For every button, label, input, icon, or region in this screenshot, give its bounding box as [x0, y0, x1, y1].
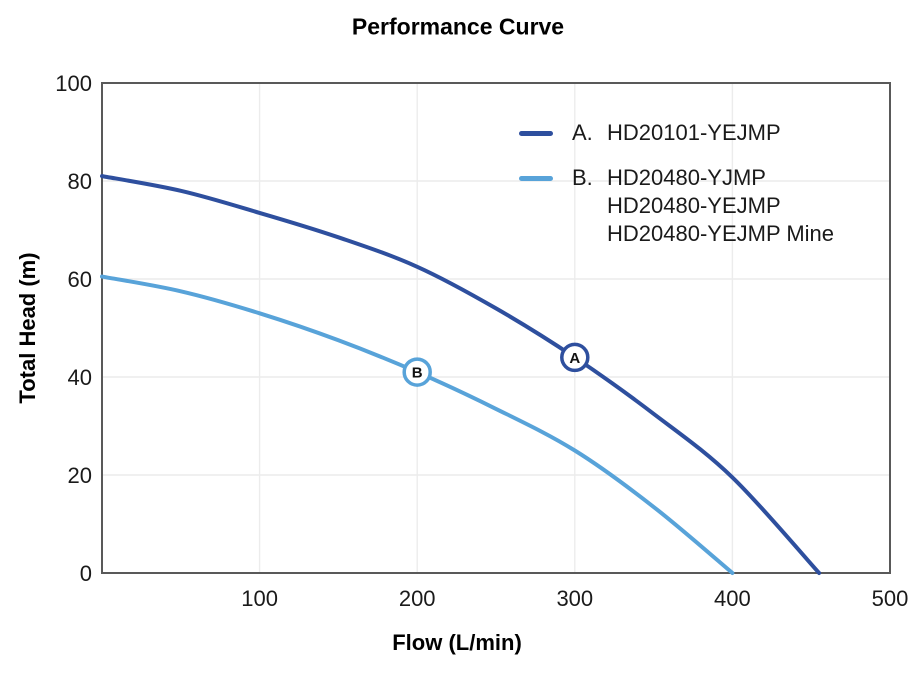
y-tick-label: 20: [68, 463, 92, 488]
marker-a-circle: [560, 342, 590, 373]
x-axis-title: Flow (L/min): [392, 630, 522, 655]
y-tick-label: 100: [55, 71, 92, 96]
legend-swatch-a-line: [519, 131, 553, 136]
x-tick-label: 300: [556, 586, 593, 611]
x-tick-label: 400: [714, 586, 751, 611]
legend-key-b: B.: [572, 165, 593, 190]
y-tick-label: 60: [68, 267, 92, 292]
legend: A. HD20101-YEJMP B. HD20480-YJMP HD20480…: [519, 119, 834, 248]
axes-border: [101, 82, 891, 574]
curve-a: [100, 174, 822, 575]
legend-key-a: A.: [572, 120, 593, 145]
legend-label: HD20101-YEJMP: [607, 120, 781, 145]
marker-b-circle: [402, 357, 432, 387]
legend-label: HD20480-YJMP: [607, 165, 766, 190]
legend-label: HD20480-YEJMP: [607, 193, 781, 218]
y-tick-label: 80: [68, 169, 92, 194]
legend-swatch-b-line: [519, 176, 553, 181]
x-tick-label: 100: [241, 586, 278, 611]
y-tick-label: 40: [68, 365, 92, 390]
x-tick-label: 500: [872, 586, 909, 611]
marker-a-letter: A: [569, 350, 580, 367]
legend-labels-b: HD20480-YJMP HD20480-YEJMP HD20480-YEJMP…: [607, 164, 834, 248]
legend-labels-a: HD20101-YEJMP: [607, 119, 781, 147]
marker-b-letter: B: [412, 365, 423, 382]
legend-label: HD20480-YEJMP Mine: [607, 221, 835, 246]
x-tick-label: 200: [399, 586, 436, 611]
legend-entry-a: A. HD20101-YEJMP: [519, 119, 834, 147]
legend-entry-b: B. HD20480-YJMP HD20480-YEJMP HD20480-YE…: [519, 164, 834, 248]
y-tick-label: 0: [80, 561, 92, 586]
chart-title: Performance Curve: [351, 13, 565, 40]
